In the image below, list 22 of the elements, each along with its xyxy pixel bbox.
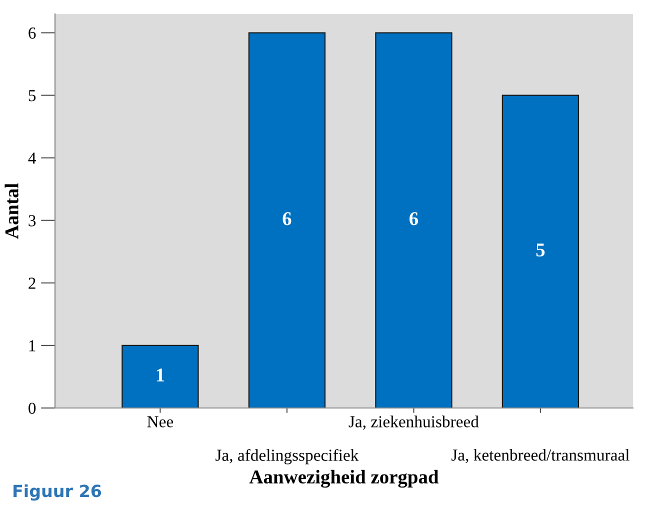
x-tick-label: Ja, afdelingsspecifiek xyxy=(216,448,359,464)
y-tick-label: 4 xyxy=(28,152,36,164)
text: Figuur 26 xyxy=(14,484,102,501)
y-tick-label: 2 xyxy=(28,278,36,289)
data-label: 1 xyxy=(156,368,164,382)
y-tick-label: 0 xyxy=(28,402,36,414)
bar xyxy=(248,32,326,408)
data-label: 6 xyxy=(410,212,418,226)
data-label: 5 xyxy=(536,244,545,257)
y-tick-label: 1 xyxy=(29,340,36,352)
x-axis-title: Aanwezigheid zorgpad xyxy=(249,470,439,488)
y-tick-label: 3 xyxy=(28,215,36,226)
x-tick-label: Ja, ziekenhuisbreed xyxy=(348,416,479,430)
bar xyxy=(122,344,199,408)
y-tick-label: 6 xyxy=(28,28,36,39)
bar xyxy=(502,94,580,408)
x-tick-label: Nee xyxy=(147,416,174,428)
x-tick-label: Ja, ketenbreed/transmuraal xyxy=(452,448,630,464)
bar xyxy=(375,32,452,408)
data-label: 6 xyxy=(282,212,292,226)
y-tick-label: 5 xyxy=(28,90,36,102)
y-axis-title: Aantal xyxy=(4,183,18,239)
